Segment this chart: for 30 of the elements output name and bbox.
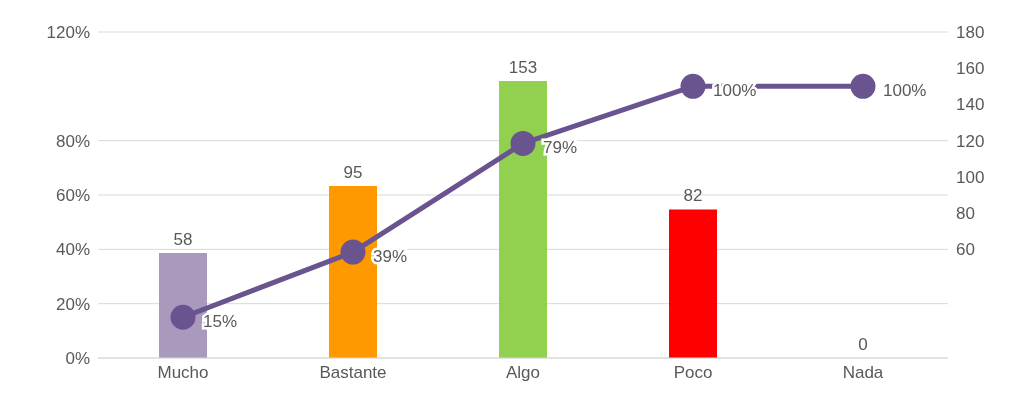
data-label: 100% <box>883 81 927 101</box>
y-tick-label: 20% <box>55 294 90 314</box>
data-label: 58 <box>173 229 193 249</box>
y2-tick-label: 180 <box>956 23 985 43</box>
y-tick-label: 0% <box>65 349 90 369</box>
data-label: 0 <box>858 334 868 354</box>
x-tick-label: Poco <box>673 363 713 383</box>
bar <box>669 209 717 358</box>
x-tick-label: Bastante <box>319 363 387 383</box>
y2-tick-label: 60 <box>956 240 975 260</box>
x-tick-label: Nada <box>842 363 884 383</box>
y-tick-label: 80% <box>55 131 90 151</box>
point <box>170 304 196 330</box>
y2-tick-label: 140 <box>956 95 985 115</box>
x-tick-label: Mucho <box>157 363 209 383</box>
point <box>510 130 536 156</box>
point <box>340 239 366 265</box>
y-tick-label: 40% <box>55 240 90 260</box>
y2-tick-label: 80 <box>956 204 975 224</box>
y-tick-label: 120% <box>46 23 90 43</box>
x-tick-label: Algo <box>505 363 541 383</box>
data-label: 82 <box>683 186 703 206</box>
y-tick-label: 60% <box>55 186 90 206</box>
point <box>680 73 706 99</box>
data-label: 153 <box>508 57 538 77</box>
point <box>850 73 876 99</box>
y2-tick-label: 160 <box>956 59 985 79</box>
data-label: 95 <box>343 162 363 182</box>
y2-tick-label: 100 <box>956 167 985 187</box>
y2-tick-label: 120 <box>956 131 985 151</box>
